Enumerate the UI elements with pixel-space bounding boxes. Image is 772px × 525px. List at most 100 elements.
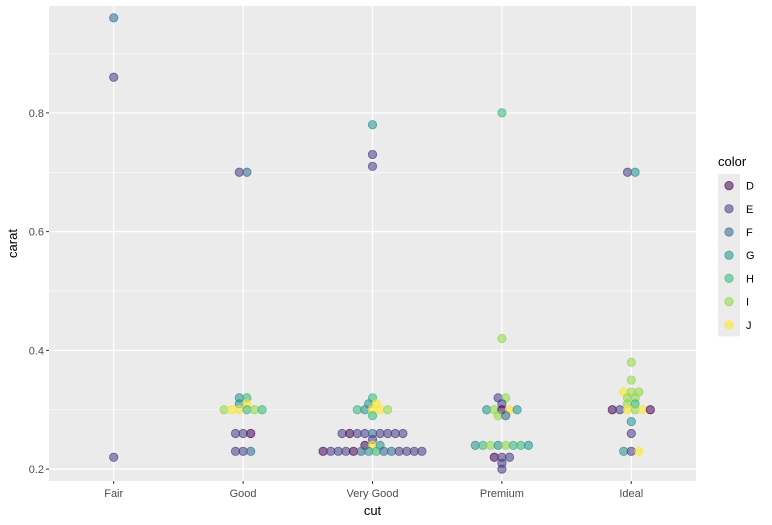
data-point [493,440,503,450]
data-point [508,440,518,450]
data-point [638,405,648,415]
data-point [333,446,343,456]
x-tick-label: Good [230,488,257,500]
y-tick-label: 0.6 [29,227,44,239]
data-point [367,411,378,421]
data-point [367,120,378,130]
legend-entry-label: J [746,320,752,332]
data-point [622,405,633,415]
data-point [345,428,355,439]
data-point [523,440,534,450]
y-axis-ticks: 0.2 0.4 0.6 0.8 [29,108,49,476]
data-point [242,167,252,177]
legend-key-symbol [724,273,734,283]
legend-key-symbol [724,181,734,191]
data-point [516,440,526,450]
data-point [394,446,404,456]
data-point [360,428,370,439]
data-point [341,446,351,456]
x-tick-label: Very Good [347,488,399,500]
data-point [626,375,636,385]
data-point [489,452,499,462]
data-point [230,428,241,439]
data-point [379,446,389,456]
x-axis-ticks: Fair Good Very Good Premium Ideal [104,481,643,500]
data-point [227,405,237,415]
data-point [352,405,362,415]
data-point [482,405,492,415]
data-point [630,167,640,177]
data-point [242,405,252,415]
legend-entry-label: I [746,297,749,309]
data-point [409,446,419,456]
data-point [318,446,328,456]
data-point [364,446,374,456]
data-point [348,446,359,456]
data-point [478,440,488,450]
data-point [375,428,385,439]
data-point [109,452,119,462]
data-point [230,446,241,456]
data-point [622,167,633,177]
data-point [249,405,260,415]
data-point [626,357,636,367]
data-point [234,167,244,177]
data-point [367,161,378,171]
data-point [246,428,256,439]
data-point [356,446,366,456]
y-tick-label: 0.2 [29,464,44,476]
legend-entry-label: F [746,227,753,239]
data-point [386,446,397,456]
data-point [630,405,640,415]
y-tick-label: 0.8 [29,108,44,120]
data-point [615,405,625,415]
data-point [626,446,636,456]
y-axis-title: carat [5,229,20,258]
data-point [485,440,496,450]
x-tick-label: Fair [104,488,123,500]
data-point [470,440,480,450]
data-point [109,72,119,82]
data-point [493,411,503,421]
data-point [257,405,267,415]
data-point [246,446,256,456]
data-points [109,13,655,474]
data-point [367,149,378,160]
data-point [504,452,515,462]
data-point [352,428,362,439]
data-point [402,446,412,456]
data-point [390,428,400,439]
data-point [619,446,629,456]
data-point [626,428,636,439]
data-point [501,411,511,421]
data-point [497,464,507,474]
data-point [234,405,244,415]
data-point [360,405,370,415]
legend-key-symbol [724,204,734,214]
data-point [383,405,393,415]
legend-entry-label: D [746,181,754,193]
legend-key-symbol [724,227,734,237]
data-point [219,405,229,415]
data-point [497,333,507,344]
legend-entry-label: H [746,273,754,285]
legend-title: color [718,154,747,169]
data-point [238,446,248,456]
data-point [645,405,655,415]
data-point [238,428,248,439]
data-point [626,417,636,427]
data-point [512,405,522,415]
data-point [109,13,119,23]
data-point [501,440,511,450]
legend-key-symbol [724,320,734,330]
legend-entry-label: E [746,204,753,216]
legend-key-symbol [724,250,734,260]
data-point [398,428,408,439]
y-tick-label: 0.4 [29,345,44,357]
data-point [337,428,347,439]
x-axis-title: cut [364,503,382,518]
data-point [383,428,393,439]
x-tick-label: Ideal [619,488,643,500]
